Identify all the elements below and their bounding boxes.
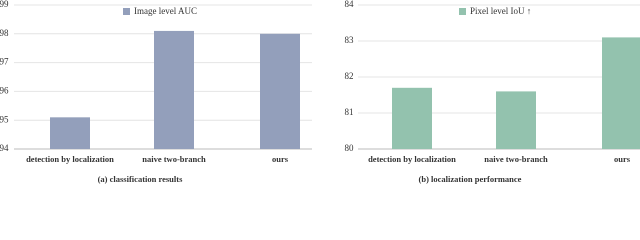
y-tick-label: 98: [0, 28, 9, 38]
bar: [154, 30, 194, 150]
y-tick-label: 81: [345, 107, 354, 117]
y-tick-label: 99: [0, 0, 9, 9]
y-tick-label: 96: [0, 85, 9, 95]
x-tick-label: naive two-branch: [142, 154, 206, 164]
x-tick-label: ours: [272, 154, 289, 164]
y-tick-label: 95: [0, 114, 9, 124]
bar: [392, 87, 432, 149]
figure: 94 95 96 97 98 99 Image level AUC detection by …: [0, 0, 640, 184]
legend-label: Pixel level IoU ↑: [470, 6, 531, 16]
caption: (a) classification results: [98, 174, 184, 184]
legend-swatch: [459, 8, 466, 15]
y-tick-label: 83: [345, 35, 355, 45]
x-tick-label: naive two-branch: [484, 154, 548, 164]
page: {"chart_data":[ {"type":"bar","caption":…: [0, 0, 640, 184]
bar: [260, 33, 300, 149]
y-tick-label: 94: [0, 143, 9, 153]
bar: [50, 117, 90, 149]
bar: [602, 37, 640, 149]
y-tick-label: 84: [345, 0, 355, 9]
x-tick-label: ours: [614, 154, 631, 164]
legend-label: Image level AUC: [134, 6, 197, 16]
y-tick-label: 97: [0, 57, 9, 67]
y-tick-label: 80: [345, 143, 355, 153]
x-tick-label: detection by localization: [368, 154, 456, 164]
bar: [496, 91, 536, 149]
caption: (b) localization performance: [419, 174, 522, 184]
y-tick-label: 82: [345, 71, 354, 81]
x-tick-label: detection by localization: [26, 154, 114, 164]
legend-swatch: [123, 8, 130, 15]
